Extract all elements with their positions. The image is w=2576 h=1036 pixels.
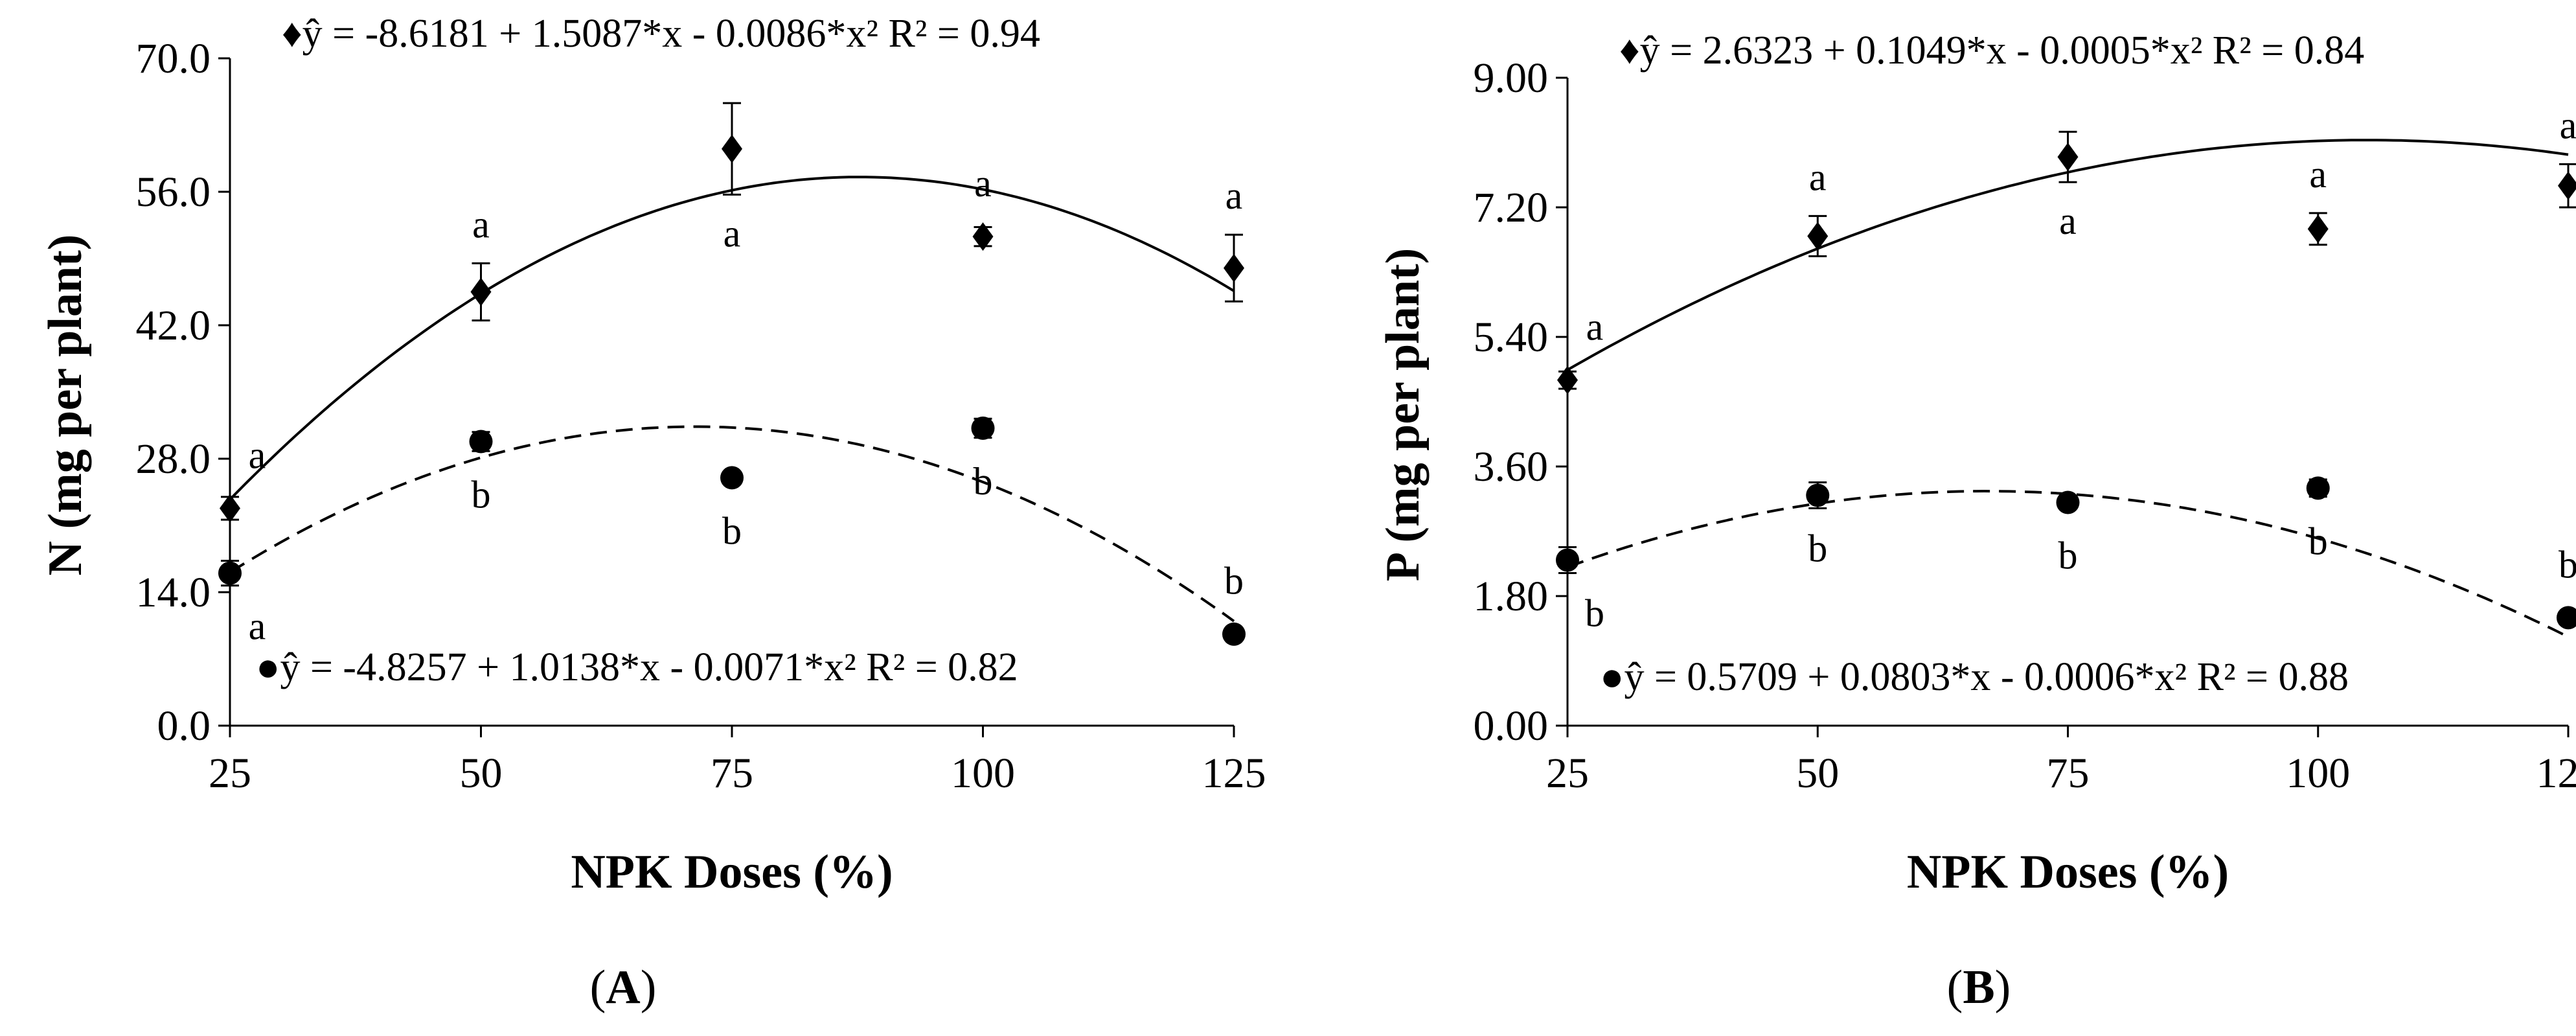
series-diamond: a a a a a ♦ŷ = -8.6181 + 1.5087*x - 0.0086*x²… (220, 12, 1244, 523)
significance-letter: a (2309, 153, 2327, 196)
data-point-circle (2056, 490, 2080, 514)
y-axis-title: N (mg per plant) (39, 235, 92, 576)
panel-b: 0.00 1.80 3.60 5.40 7.20 9.00 25 50 75 100 125 NPK … (1376, 29, 2576, 1014)
significance-letter: a (2560, 104, 2576, 146)
equation-symbol-diamond: ♦ (1619, 29, 1640, 73)
y-tick-label: 56.0 (136, 168, 211, 216)
y-tick-label: 0.0 (157, 702, 211, 750)
data-point-diamond (2057, 143, 2079, 172)
y-axis-title: P (mg per plant) (1376, 248, 1430, 582)
equation-text: ŷ = -8.6181 + 1.5087*x - 0.0086*x² R² = … (302, 12, 1040, 56)
significance-letter: b (2308, 520, 2328, 562)
equation-circle: ●ŷ = 0.5709 + 0.0803*x - 0.0006*x² R² = … (1600, 655, 2349, 699)
significance-letter: b (1224, 560, 1244, 603)
significance-letter: b (1808, 527, 1827, 570)
equation-text: ŷ = 2.6323 + 0.1049*x - 0.0005*x² R² = 0… (1640, 29, 2365, 73)
equation-text: ŷ = -4.8257 + 1.0138*x - 0.0071*x² R² = … (280, 645, 1018, 689)
data-point-circle (1806, 483, 1830, 507)
series-circle: a b b b b ●ŷ = -4.8257 + 1.0138*x - 0.0071*x²… (218, 416, 1246, 689)
data-point-circle (1556, 548, 1579, 572)
significance-letter: b (974, 460, 993, 503)
y-tick-label: 3.60 (1474, 443, 1549, 490)
significance-letter: a (974, 162, 992, 205)
equation-circle: ●ŷ = -4.8257 + 1.0138*x - 0.0071*x² R² =… (256, 645, 1018, 689)
equation-diamond: ♦ŷ = 2.6323 + 0.1049*x - 0.0005*x² R² = … (1619, 29, 2364, 73)
significance-letter: a (1586, 306, 1604, 349)
x-tick-label: 75 (711, 750, 753, 797)
equation-symbol-diamond: ♦ (282, 12, 302, 56)
x-tick-label: 125 (2536, 750, 2576, 797)
data-point-circle (2557, 606, 2576, 630)
data-point-diamond (2307, 214, 2329, 244)
data-point-circle (720, 466, 744, 490)
significance-letter: a (724, 212, 741, 255)
y-tick-label: 42.0 (136, 302, 211, 349)
y-tick-label: 14.0 (136, 569, 211, 616)
panel-label: (A) (590, 961, 657, 1014)
x-tick-label: 100 (951, 750, 1015, 797)
x-tick-label: 100 (2286, 750, 2350, 797)
y-tick-label: 9.00 (1474, 54, 1549, 102)
panel-letter: B (1963, 961, 1994, 1014)
data-point-circle (218, 561, 242, 585)
x-axis-title: NPK Doses (%) (571, 846, 893, 899)
data-point-diamond (2558, 171, 2576, 200)
data-point-circle (2306, 476, 2330, 500)
series-diamond: a a a a a ♦ŷ = 2.6323 + 0.1049*x - 0.0005*x² … (1557, 29, 2576, 395)
significance-letter: a (472, 203, 490, 246)
y-tick-label: 5.40 (1474, 314, 1549, 361)
panel-letter: A (606, 961, 640, 1014)
y-tick-label: 7.20 (1474, 184, 1549, 231)
data-point-diamond (220, 494, 240, 523)
equation-symbol-circle: ● (256, 645, 280, 689)
y-tick-label: 1.80 (1474, 573, 1549, 620)
data-point-diamond (470, 277, 492, 306)
panel-a: 0.0 14.0 28.0 42.0 56.0 70.0 25 50 75 100 125 NPK D… (39, 12, 1266, 1014)
x-tick-label: 25 (209, 750, 251, 797)
y-tick-label: 0.00 (1474, 702, 1549, 750)
equation-diamond: ♦ŷ = -8.6181 + 1.5087*x - 0.0086*x² R² =… (282, 12, 1040, 56)
significance-letter: a (249, 605, 266, 648)
data-point-diamond (722, 134, 742, 163)
y-tick-label: 70.0 (136, 35, 211, 82)
equation-symbol-circle: ● (1600, 655, 1624, 699)
data-point-diamond (1807, 222, 1829, 251)
data-point-circle (1222, 622, 1246, 646)
data-point-circle (469, 430, 493, 454)
data-point-diamond (972, 222, 994, 251)
panel-label: (B) (1947, 961, 2011, 1014)
x-tick-label: 75 (2047, 750, 2090, 797)
equation-text: ŷ = 0.5709 + 0.0803*x - 0.0006*x² R² = 0… (1624, 655, 2349, 699)
fit-curve-circle (229, 425, 1235, 623)
data-point-circle (971, 416, 995, 440)
significance-letter: a (2059, 200, 2077, 242)
x-tick-label: 50 (1796, 750, 1839, 797)
significance-letter: a (1225, 174, 1243, 217)
significance-letter: a (1809, 155, 1827, 198)
significance-letter: a (249, 434, 266, 477)
data-point-diamond (1557, 365, 1578, 395)
significance-letter: b (2559, 543, 2576, 586)
series-circle: b b b b b ●ŷ = 0.5709 + 0.0803*x - 0.0006*x² … (1556, 476, 2576, 699)
y-tick-label: 28.0 (136, 435, 211, 483)
x-tick-label: 125 (1202, 750, 1266, 797)
x-axis-title: NPK Doses (%) (1907, 846, 2229, 899)
significance-letter: b (472, 474, 491, 516)
data-point-diamond (1224, 253, 1244, 282)
x-tick-label: 25 (1546, 750, 1589, 797)
significance-letter: b (1585, 592, 1604, 634)
significance-letter: b (2058, 535, 2078, 577)
significance-letter: b (722, 509, 742, 552)
x-tick-label: 50 (460, 750, 503, 797)
